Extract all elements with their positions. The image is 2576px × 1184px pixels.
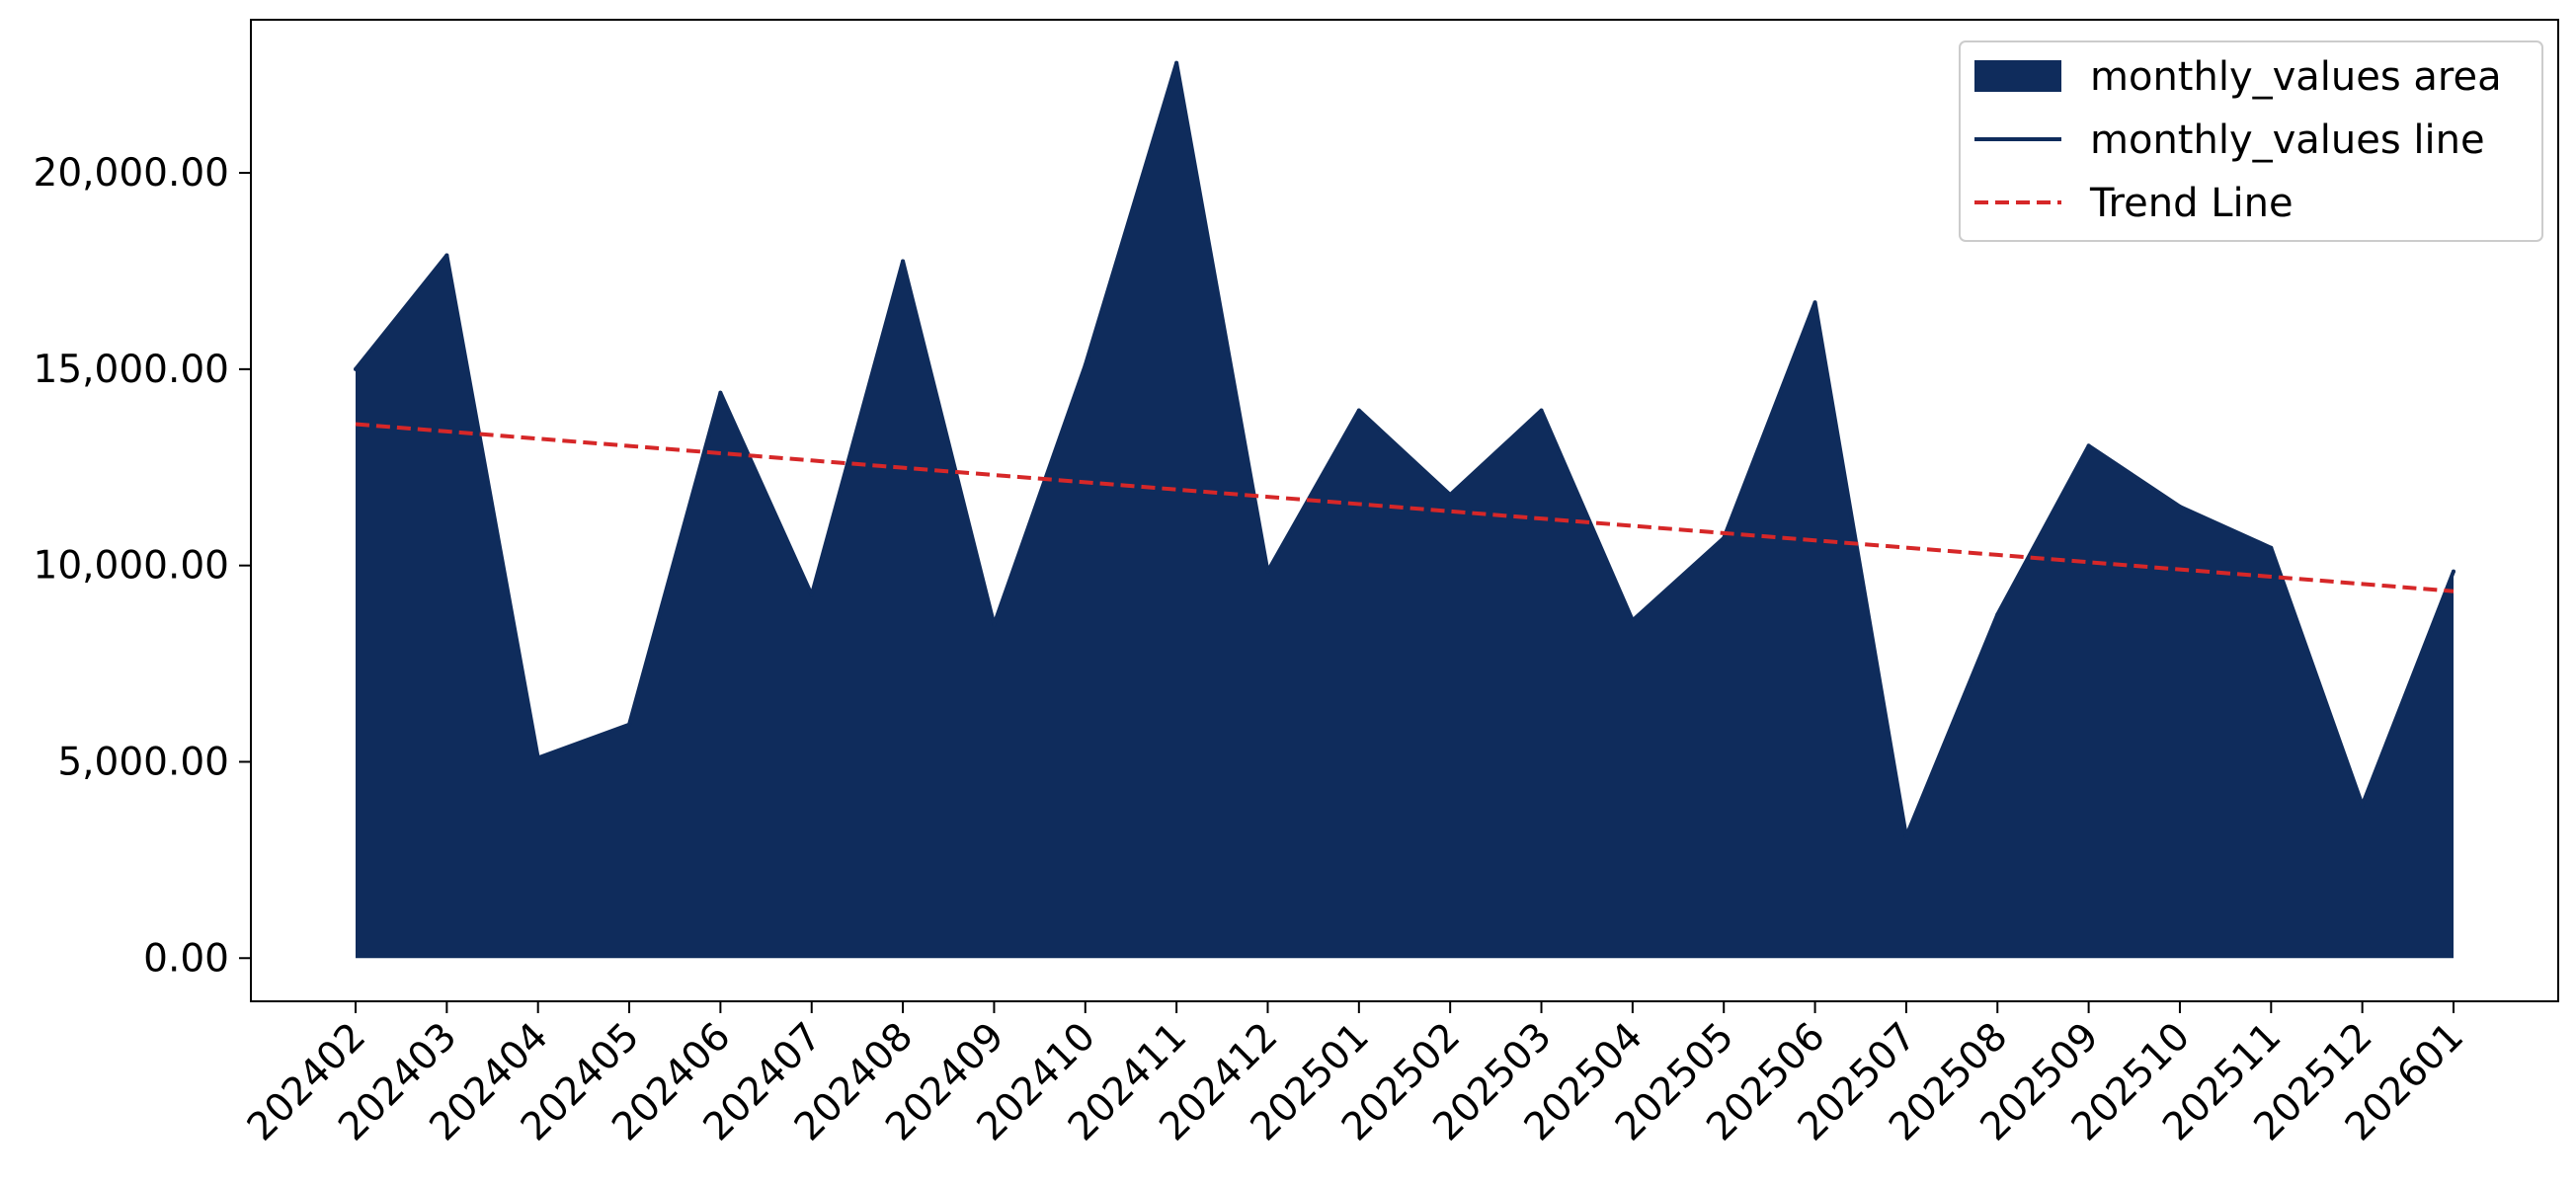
data-point (2177, 505, 2182, 510)
legend: monthly_values area monthly_values line Tr… (1959, 40, 2543, 242)
data-point (1903, 834, 1908, 839)
x-axis: 2024022024032024042024052024062024072024… (239, 1001, 2472, 1149)
data-point (2452, 569, 2455, 574)
data-point (1722, 535, 1727, 540)
data-point (2086, 443, 2091, 448)
y-tick-label: 10,000.00 (34, 544, 230, 589)
data-point (1812, 300, 1817, 305)
data-point (1630, 618, 1635, 623)
plot-marks (354, 60, 2455, 959)
data-point (992, 622, 997, 627)
y-tick-label: 5,000.00 (57, 740, 229, 784)
data-point (1539, 408, 1544, 413)
data-point (1448, 493, 1453, 498)
legend-label: monthly_values area (2090, 54, 2502, 100)
data-point (444, 253, 449, 258)
data-point (901, 259, 906, 264)
data-point (535, 755, 540, 760)
legend-label: monthly_values line (2090, 118, 2485, 163)
area-fill (356, 62, 2454, 959)
legend-box (1959, 40, 2543, 242)
data-point (1265, 569, 1270, 574)
y-tick-label: 15,000.00 (34, 348, 230, 392)
y-tick-label: 0.00 (143, 936, 229, 981)
data-point (809, 592, 814, 597)
data-point (627, 722, 632, 727)
data-point (1083, 362, 1087, 367)
trend-line (355, 422, 2455, 593)
data-point (1356, 408, 1361, 413)
y-tick-label: 20,000.00 (34, 151, 230, 196)
plot-frame (250, 19, 2559, 1002)
data-point (2360, 803, 2365, 808)
series-line (354, 60, 2455, 839)
y-axis: 0.00 5,000.00 10,000.00 15,000.00 20,000.00 (34, 151, 251, 981)
legend-swatch-area (1974, 60, 2061, 92)
data-point (718, 390, 723, 395)
data-point (1995, 612, 2000, 617)
data-point (354, 366, 358, 371)
data-point (1174, 60, 1179, 65)
data-point (2269, 545, 2274, 550)
legend-label: Trend Line (2089, 181, 2294, 226)
